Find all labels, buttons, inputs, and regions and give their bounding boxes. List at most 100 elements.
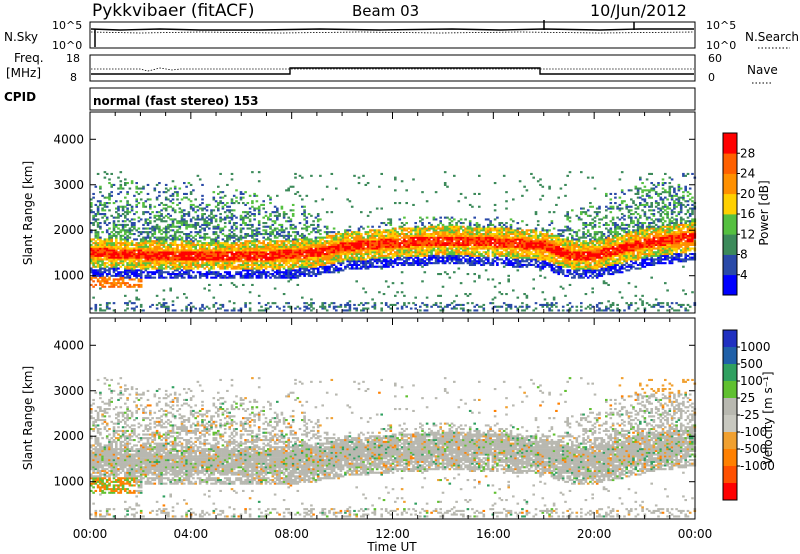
- power-cell: [409, 253, 413, 256]
- power-cell: [462, 249, 465, 252]
- power-cell: [303, 218, 306, 221]
- power-cell: [151, 254, 154, 257]
- power-cell: [139, 269, 143, 272]
- power-cell: [491, 249, 495, 252]
- power-cell: [348, 303, 352, 306]
- power-cell: [230, 236, 234, 239]
- power-cell: [291, 251, 295, 254]
- power-cell: [403, 262, 406, 265]
- power-cell: [321, 254, 324, 257]
- power-cell: [439, 234, 442, 237]
- power-cell: [425, 253, 429, 256]
- power-cell: [434, 258, 438, 261]
- power-cell: [432, 218, 436, 221]
- power-cell: [434, 243, 438, 246]
- power-cell: [239, 218, 243, 221]
- power-cell: [235, 225, 238, 228]
- power-cell: [307, 225, 311, 228]
- power-cell: [380, 256, 383, 259]
- power-cell: [130, 240, 134, 243]
- power-cell: [155, 263, 159, 266]
- power-cell: [171, 247, 175, 250]
- power-cell: [244, 211, 247, 214]
- power-cell: [430, 249, 433, 252]
- power-cell: [287, 256, 290, 259]
- power-cell: [337, 238, 340, 241]
- power-cell: [267, 236, 270, 239]
- power-cell: [366, 260, 370, 263]
- power-cell: [330, 234, 334, 237]
- power-cell: [103, 263, 107, 266]
- power-cell: [151, 211, 154, 214]
- power-cell: [362, 262, 365, 265]
- power-cell: [364, 253, 368, 256]
- power-cell: [169, 251, 172, 254]
- power-cell: [260, 203, 263, 206]
- power-cell: [407, 240, 411, 243]
- power-cell: [448, 243, 452, 246]
- power-cell: [108, 258, 111, 261]
- power-cell: [160, 303, 163, 306]
- power-cell: [430, 254, 433, 257]
- power-cell: [464, 247, 467, 250]
- power-cell: [471, 205, 474, 208]
- power-cell: [185, 222, 188, 225]
- power-cell: [192, 258, 195, 261]
- power-cell: [264, 233, 268, 236]
- power-cell: [282, 274, 286, 277]
- power-cell: [323, 269, 327, 272]
- power-cell: [362, 249, 365, 252]
- power-cell: [441, 258, 445, 261]
- power-cell: [459, 234, 463, 237]
- power-cell: [246, 249, 250, 252]
- power-cell: [176, 225, 179, 228]
- power-cell: [149, 216, 152, 219]
- power-cell: [319, 254, 322, 257]
- power-cell: [164, 258, 168, 261]
- power-cell: [124, 196, 127, 199]
- power-cell: [235, 200, 238, 203]
- power-cell: [151, 303, 154, 306]
- power-cell: [509, 256, 513, 259]
- power-cell: [121, 260, 125, 263]
- power-cell: [103, 278, 107, 281]
- power-cell: [493, 227, 497, 230]
- power-cell: [434, 229, 438, 232]
- power-cell: [296, 274, 300, 277]
- power-cell: [403, 229, 406, 232]
- power-cell: [414, 242, 417, 245]
- power-cell: [155, 247, 159, 250]
- power-cell: [389, 253, 393, 256]
- power-cell: [269, 265, 272, 268]
- power-cell: [105, 172, 109, 175]
- power-cell: [464, 254, 467, 257]
- power-cell: [391, 262, 395, 265]
- power-cell: [110, 254, 113, 257]
- power-cell: [158, 216, 161, 219]
- power-cell: [407, 234, 411, 237]
- power-cell: [115, 262, 118, 265]
- power-cell: [158, 262, 161, 265]
- power-cell: [509, 253, 513, 256]
- power-cell: [450, 231, 454, 234]
- power-cell: [278, 263, 281, 266]
- power-cell: [133, 238, 136, 241]
- power-cell: [353, 307, 356, 310]
- power-cell: [350, 245, 354, 248]
- power-cell: [294, 253, 297, 256]
- power-cell: [264, 253, 268, 256]
- power-cell: [310, 243, 313, 246]
- power-cell: [94, 283, 98, 286]
- power-cell: [144, 253, 148, 256]
- power-cell: [468, 253, 472, 256]
- power-cell: [332, 243, 336, 246]
- power-cell: [287, 236, 290, 239]
- power-cell: [251, 240, 254, 243]
- power-cell: [185, 254, 188, 257]
- power-cell: [96, 274, 100, 277]
- power-cell: [294, 240, 297, 243]
- power-cell: [128, 220, 132, 223]
- power-cell: [210, 211, 213, 214]
- power-cell: [321, 247, 324, 250]
